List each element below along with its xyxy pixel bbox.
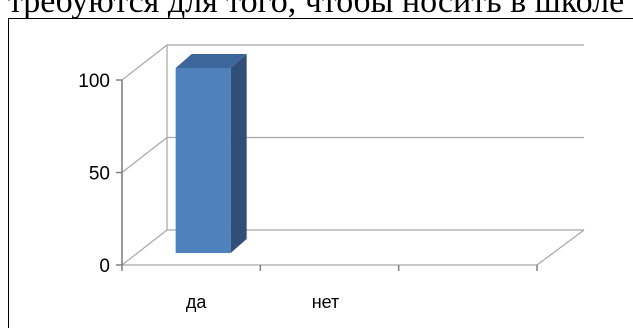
y-tick-label-2: 100 [78,71,110,92]
chart-frame [8,18,633,328]
y-tick-label-1: 50 [89,164,110,185]
gridline-side-1 [121,137,168,173]
gridline-side-2 [121,44,168,81]
cropped-document-text: требуются для того, чтобы носить в школе [8,0,625,20]
y-tick-label-0: 0 [99,256,110,277]
bar-front-0 [175,68,231,253]
gridline-side-0 [121,229,168,266]
bar-top-0 [175,54,247,68]
bar-side-0 [230,54,247,253]
floor-right-edge [536,229,585,266]
x-category-label-1: нет [312,292,340,312]
x-category-label-0: да [186,292,208,312]
